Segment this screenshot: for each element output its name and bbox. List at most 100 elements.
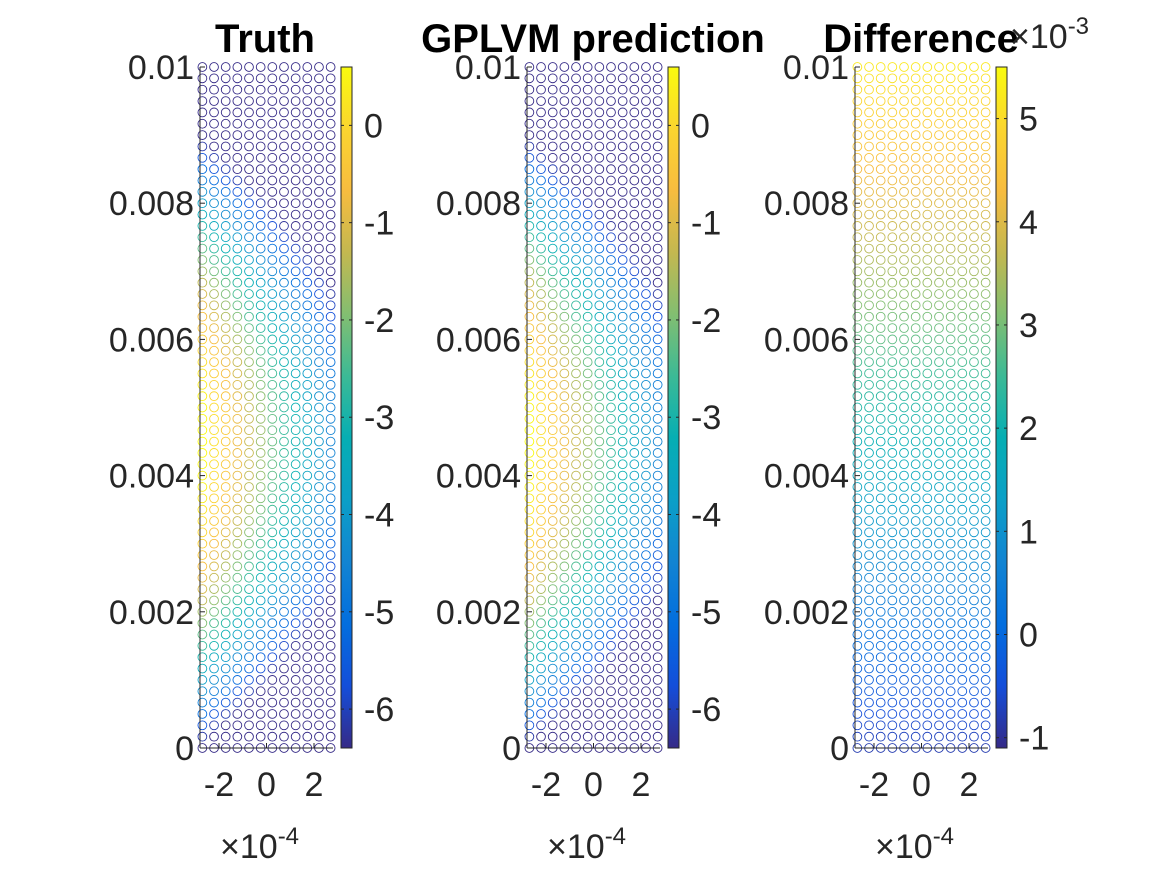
difference-data-point <box>910 493 921 504</box>
truth-data-point <box>325 368 336 379</box>
truth-data-point <box>197 232 208 243</box>
gplvm-data-point <box>652 629 663 640</box>
truth-data-point <box>244 152 254 163</box>
truth-data-point <box>232 572 243 583</box>
truth-scatter-points <box>197 62 336 753</box>
gplvm-data-point <box>594 538 605 549</box>
truth-data-point <box>197 697 208 708</box>
truth-data-point <box>267 482 278 492</box>
gplvm-data-point <box>571 414 581 424</box>
truth-data-point <box>267 697 278 708</box>
difference-data-point <box>875 84 886 95</box>
gplvm-data-point <box>582 345 593 356</box>
truth-data-point <box>244 629 254 640</box>
gplvm-data-point <box>629 663 640 674</box>
truth-data-point <box>314 209 324 220</box>
truth-data-point <box>232 629 243 640</box>
truth-data-point <box>244 640 254 651</box>
gplvm-data-point <box>524 425 535 436</box>
truth-data-point <box>197 379 208 390</box>
difference-x-tick-label: -2 <box>859 766 889 804</box>
difference-data-point <box>957 618 968 629</box>
difference-data-point <box>934 84 944 95</box>
gplvm-data-point <box>559 629 570 640</box>
truth-data-point <box>302 345 313 356</box>
gplvm-data-point <box>524 482 535 492</box>
truth-data-point <box>290 221 301 231</box>
truth-data-point <box>232 402 243 413</box>
difference-data-point <box>934 130 944 140</box>
truth-data-point <box>209 527 219 538</box>
gplvm-data-point <box>617 686 628 697</box>
difference-data-point <box>887 152 898 163</box>
truth-data-point <box>232 255 243 265</box>
difference-data-point <box>980 187 991 197</box>
difference-data-point <box>934 697 944 708</box>
difference-data-point <box>864 425 874 436</box>
truth-data-point <box>314 436 324 447</box>
difference-data-point <box>864 311 874 322</box>
difference-data-point <box>945 709 956 719</box>
truth-data-point <box>220 62 231 72</box>
truth-data-point <box>267 277 278 288</box>
difference-data-point <box>899 697 909 708</box>
gplvm-data-point <box>594 164 605 175</box>
gplvm-data-point <box>652 345 663 356</box>
difference-data-point <box>910 595 921 606</box>
difference-data-point <box>922 391 933 402</box>
truth-data-point <box>197 289 208 299</box>
truth-colorbar-tick-label: -5 <box>364 594 394 632</box>
difference-data-point <box>934 391 944 402</box>
difference-data-point <box>980 73 991 84</box>
gplvm-data-point <box>606 493 616 504</box>
gplvm-data-point <box>547 96 558 106</box>
gplvm-data-point <box>582 425 593 436</box>
truth-data-point <box>267 84 278 95</box>
truth-data-point <box>255 572 266 583</box>
gplvm-data-point <box>594 470 605 481</box>
gplvm-data-point <box>652 482 663 492</box>
difference-x-tick-label: 0 <box>912 766 931 804</box>
truth-data-point <box>232 243 243 254</box>
truth-data-point <box>220 675 231 685</box>
truth-data-point <box>197 618 208 629</box>
truth-data-point <box>209 720 219 731</box>
truth-data-point <box>279 334 289 345</box>
gplvm-data-point <box>582 561 593 572</box>
gplvm-data-point <box>524 414 535 424</box>
difference-data-point <box>934 243 944 254</box>
truth-data-point <box>314 96 324 106</box>
difference-data-point <box>899 675 909 685</box>
truth-data-point <box>302 334 313 345</box>
difference-data-point <box>887 629 898 640</box>
truth-data-point <box>279 345 289 356</box>
gplvm-data-point <box>582 311 593 322</box>
difference-data-point <box>980 391 991 402</box>
difference-data-point <box>934 606 944 617</box>
gplvm-data-point <box>629 550 640 560</box>
difference-data-point <box>980 164 991 175</box>
gplvm-data-point <box>606 357 616 367</box>
truth-data-point <box>325 482 336 492</box>
difference-data-point <box>899 448 909 458</box>
difference-data-point <box>980 550 991 560</box>
truth-data-point <box>232 232 243 243</box>
gplvm-data-point <box>617 323 628 333</box>
gplvm-data-point <box>606 629 616 640</box>
difference-data-point <box>969 209 979 220</box>
gplvm-data-point <box>652 357 663 367</box>
gplvm-data-point <box>524 266 535 277</box>
truth-data-point <box>220 289 231 299</box>
truth-data-point <box>209 482 219 492</box>
truth-data-point <box>267 118 278 129</box>
gplvm-data-point <box>594 629 605 640</box>
gplvm-data-point <box>559 459 570 470</box>
difference-data-point <box>934 402 944 413</box>
difference-data-point <box>910 538 921 549</box>
gplvm-data-point <box>559 414 570 424</box>
gplvm-data-point <box>606 118 616 129</box>
gplvm-data-point <box>629 595 640 606</box>
difference-data-point <box>945 516 956 526</box>
difference-data-point <box>899 572 909 583</box>
truth-data-point <box>325 175 336 186</box>
